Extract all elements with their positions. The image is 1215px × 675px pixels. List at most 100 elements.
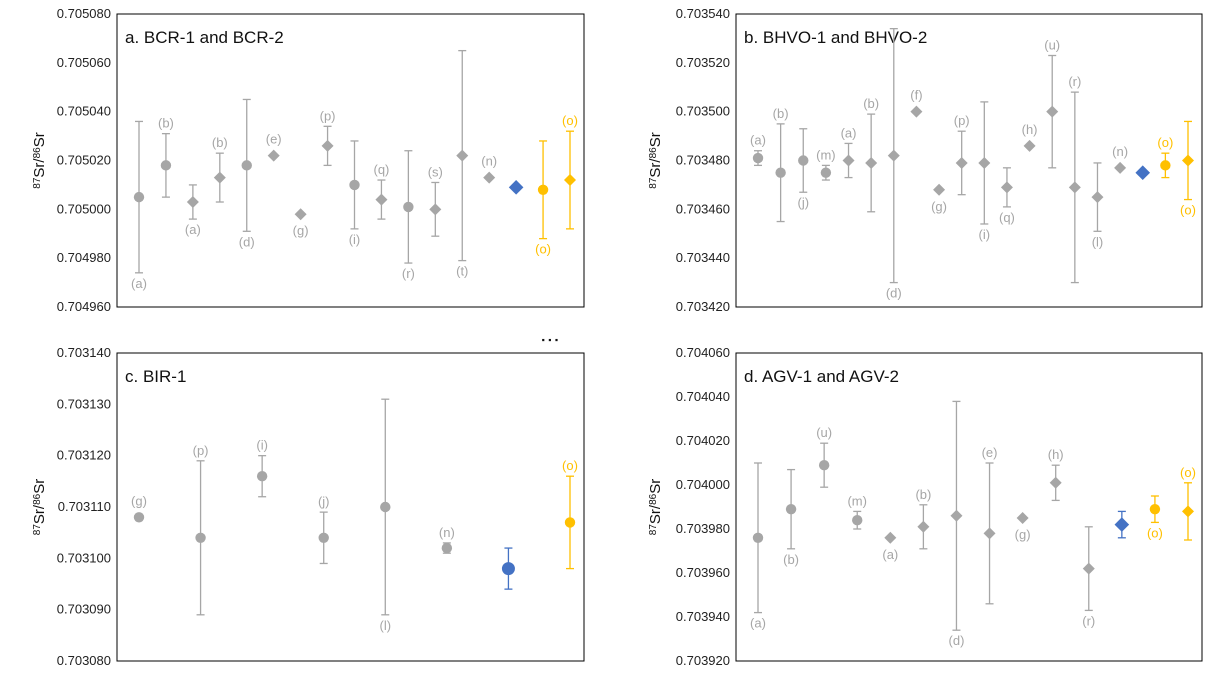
data-point: (i): [978, 101, 991, 242]
point-label: (o): [1180, 465, 1196, 480]
data-point: (q): [999, 167, 1015, 225]
y-tick-label: 0.703540: [676, 6, 730, 21]
point-label: (o): [1147, 525, 1163, 540]
data-point: (t): [456, 49, 469, 279]
point-label: (t): [456, 264, 468, 279]
data-point: (s): [428, 164, 443, 237]
data-point: (g): [131, 493, 147, 523]
point-label: (i): [256, 438, 268, 453]
chart-title: a. BCR-1 and BCR-2: [125, 28, 284, 47]
point-label: (h): [1048, 447, 1064, 462]
y-tick-label: 0.703480: [676, 153, 730, 168]
data-point: (h): [1048, 447, 1064, 502]
data-point: (e): [266, 132, 282, 162]
point-label: (b): [773, 106, 789, 121]
data-point: (p): [320, 108, 336, 167]
data-point: (r): [1068, 74, 1081, 284]
point-label: (s): [428, 164, 443, 179]
point-label: (n): [439, 525, 455, 540]
point-label: (b): [212, 135, 228, 150]
point-marker-diamond: [1182, 505, 1194, 518]
chart-panel-4: 0.703920 0.703940 0.703960 0.703980 0.704000…: [647, 345, 1203, 668]
point-label: (h): [1022, 122, 1038, 137]
y-tick-label: 0.704000: [676, 477, 730, 492]
point-label: (a): [750, 133, 766, 148]
data-point: (p): [954, 113, 970, 196]
point-label: (n): [481, 154, 497, 169]
data-point: (u): [1044, 38, 1060, 169]
y-tick-label: 0.703520: [676, 55, 730, 70]
data-point: (g): [1015, 512, 1031, 542]
point-marker-circle: [852, 515, 863, 526]
y-axis-label: 87Sr/86Sr: [31, 132, 48, 188]
point-marker-circle: [195, 532, 206, 543]
data-point: (q): [373, 162, 389, 220]
data-point: (o): [562, 113, 578, 230]
point-marker-diamond: [429, 203, 442, 216]
data-point: (b): [863, 96, 879, 213]
data-point: (d): [886, 27, 902, 301]
data-point: (o): [1180, 465, 1196, 541]
point-label: (b): [915, 487, 931, 502]
data-point: [508, 180, 524, 195]
y-tick-label: 0.703120: [57, 448, 111, 463]
data-point: (e): [982, 445, 997, 605]
chart-panel-2: 0.703420 0.703440 0.703460 0.703480 0.703500…: [647, 6, 1203, 314]
point-marker-diamond: [884, 531, 897, 544]
data-point: (n): [1112, 144, 1128, 174]
point-label: (o): [1157, 135, 1173, 150]
point-marker-diamond: [456, 149, 469, 162]
point-marker-diamond: [186, 196, 199, 209]
point-marker-diamond: [1091, 191, 1104, 204]
point-marker-diamond: [564, 174, 576, 187]
data-point: (r): [1082, 526, 1095, 628]
data-point: (o): [535, 140, 551, 257]
data-point: (a): [841, 125, 856, 179]
y-tick-label: 0.703500: [676, 104, 730, 119]
point-marker-diamond: [1023, 139, 1036, 152]
point-marker-circle: [1149, 504, 1161, 515]
point-marker-circle: [752, 152, 764, 164]
point-label: (u): [816, 425, 832, 440]
data-point: (o): [1157, 135, 1173, 179]
data-point: (n): [481, 154, 497, 184]
point-label: (i): [979, 227, 991, 242]
point-marker-diamond: [887, 149, 900, 162]
data-point: [501, 547, 515, 590]
point-marker-diamond: [917, 520, 930, 533]
data-point: (b): [783, 468, 799, 567]
chart-title: c. BIR-1: [125, 367, 186, 386]
data-point: (r): [402, 150, 415, 281]
point-marker-diamond: [321, 139, 334, 152]
plot-frame: [116, 13, 585, 308]
chart-panel-3: 0.703080 0.703090 0.703100 0.703110 0.703120…: [31, 345, 585, 668]
point-marker-diamond: [1114, 517, 1130, 532]
point-marker-diamond: [1000, 181, 1013, 194]
point-marker-diamond: [375, 193, 388, 206]
point-label: (g): [1015, 527, 1031, 542]
y-tick-label: 0.705060: [57, 55, 111, 70]
data-point: (n): [439, 525, 455, 554]
y-tick-label: 0.703090: [57, 602, 111, 617]
plot-frame: [116, 352, 585, 662]
point-label: (q): [373, 162, 389, 177]
point-label: (o): [535, 242, 551, 257]
data-point: (g): [931, 183, 947, 214]
y-tick-label: 0.703440: [676, 250, 730, 265]
point-marker-circle: [752, 532, 764, 543]
point-label: (j): [318, 494, 330, 509]
stray-glyphs: ᐧᐧᐧ: [540, 328, 560, 353]
data-point: (a): [131, 120, 147, 291]
y-axis-label: 87Sr/86Sr: [31, 479, 48, 535]
point-marker-diamond: [1182, 154, 1194, 167]
point-marker-circle: [441, 542, 453, 554]
data-point: (f): [910, 88, 923, 118]
data-point: (a): [185, 184, 201, 237]
point-marker-circle: [785, 504, 797, 515]
point-marker-circle: [818, 460, 830, 471]
data-point: (j): [318, 494, 330, 565]
point-label: (d): [886, 286, 902, 301]
point-marker-circle: [241, 160, 252, 171]
point-marker-circle: [380, 501, 391, 513]
